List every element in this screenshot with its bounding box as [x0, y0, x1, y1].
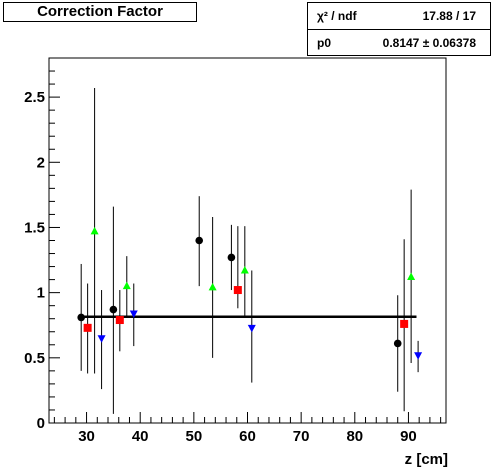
y-tick-label: 1 [37, 285, 45, 302]
fit-stats-box: χ² / ndf 17.88 / 17 p0 0.8147 ± 0.06378 [307, 2, 491, 56]
data-point [400, 319, 409, 328]
data-point [109, 305, 118, 314]
data-point [240, 265, 249, 274]
data-point [90, 226, 99, 235]
y-tick-label: 0 [37, 415, 45, 432]
y-tick-label: 1.5 [24, 219, 45, 236]
data-point [247, 324, 256, 333]
x-tick-label: 40 [132, 428, 149, 445]
chart-title: Correction Factor [3, 2, 197, 22]
data-point [122, 281, 131, 290]
x-tick-label: 50 [186, 428, 203, 445]
x-tick-label: 70 [293, 428, 310, 445]
plot-frame [48, 57, 447, 424]
data-point [208, 282, 217, 291]
data-point [129, 310, 138, 318]
y-tick-label: 2.5 [24, 89, 45, 106]
data-point [233, 286, 242, 295]
data-point [97, 335, 106, 343]
data-point [195, 236, 204, 245]
y-tick-label: 2 [37, 154, 45, 171]
y-tick-label: 0.5 [24, 350, 45, 367]
data-point [227, 253, 236, 262]
data-point [393, 339, 402, 348]
data-point [83, 323, 92, 332]
p0-label: p0 [317, 36, 332, 50]
x-axis-label: z [cm] [404, 451, 448, 468]
x-tick-label: 80 [346, 428, 363, 445]
x-tick-label: 60 [239, 428, 256, 445]
data-point [414, 352, 423, 360]
data-point [115, 316, 124, 325]
data-point [407, 272, 416, 280]
x-tick-label: 90 [400, 428, 417, 445]
x-tick-label: 30 [78, 428, 95, 445]
stats-divider [308, 29, 490, 30]
chi2-ndf-value: 17.88 / 17 [422, 9, 476, 23]
chi2-ndf-label: χ² / ndf [317, 9, 357, 23]
p0-value: 0.8147 ± 0.06378 [382, 36, 476, 50]
data-point [77, 313, 85, 322]
